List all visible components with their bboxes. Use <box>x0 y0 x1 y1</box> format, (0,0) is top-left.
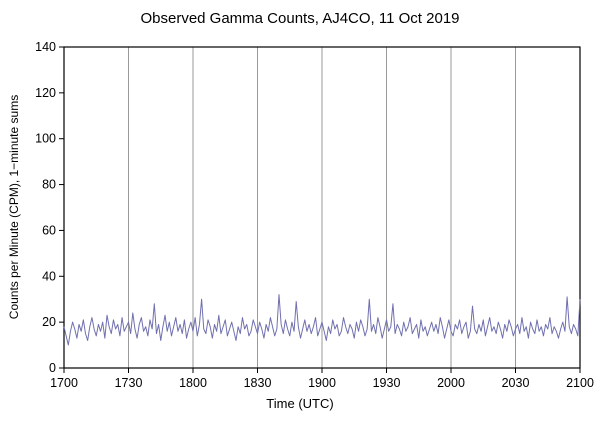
x-tick-label: 1730 <box>115 376 143 390</box>
x-tick-label: 1700 <box>50 376 78 390</box>
y-tick-label: 20 <box>42 315 56 329</box>
y-tick-label: 120 <box>35 86 56 100</box>
chart-title: Observed Gamma Counts, AJ4CO, 11 Oct 201… <box>140 10 460 27</box>
gamma-counts-series-line <box>63 294 581 346</box>
y-tick-label: 100 <box>35 132 56 146</box>
x-axis-label: Time (UTC) <box>266 396 334 411</box>
x-tick-label: 1830 <box>244 376 272 390</box>
x-tick-label: 2030 <box>502 376 530 390</box>
y-tick-label: 40 <box>42 269 56 283</box>
y-tick-label: 140 <box>35 40 56 54</box>
x-tick-label: 1800 <box>179 376 207 390</box>
x-tick-label: 2100 <box>566 376 594 390</box>
x-tick-label: 1900 <box>308 376 336 390</box>
y-tick-label: 60 <box>42 223 56 237</box>
x-tick-label: 2000 <box>437 376 465 390</box>
y-tick-label: 0 <box>49 361 56 375</box>
x-tick-label: 1930 <box>373 376 401 390</box>
y-tick-label: 80 <box>42 178 56 192</box>
